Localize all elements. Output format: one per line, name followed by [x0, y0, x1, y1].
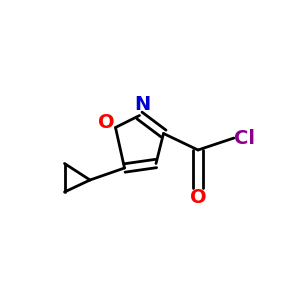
Text: Cl: Cl	[234, 128, 255, 148]
Text: O: O	[98, 112, 114, 132]
Text: O: O	[190, 188, 206, 207]
Text: N: N	[134, 94, 150, 114]
